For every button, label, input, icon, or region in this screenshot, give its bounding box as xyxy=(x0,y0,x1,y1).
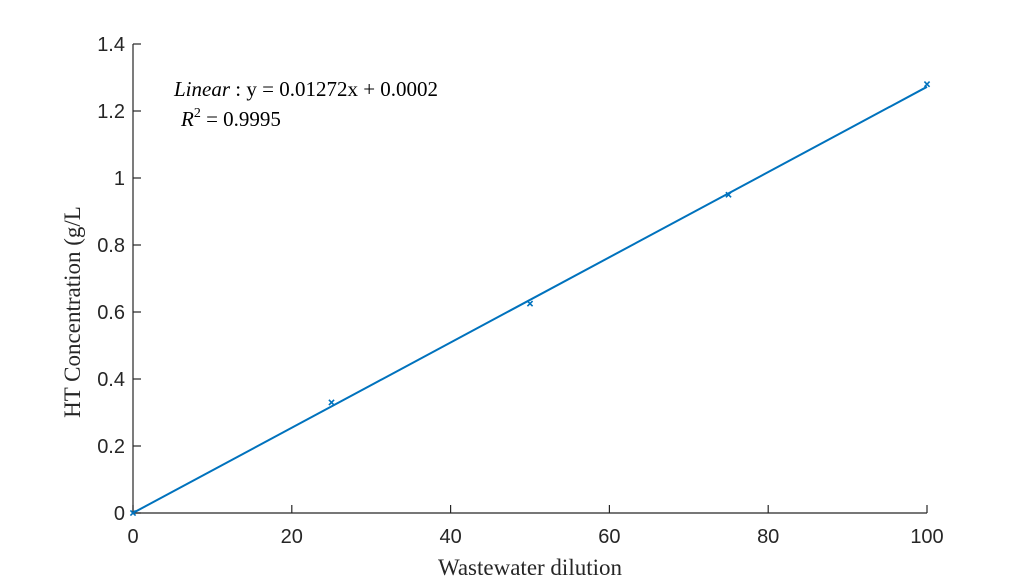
x-tick-label-2: 40 xyxy=(439,526,461,548)
plot-area xyxy=(129,81,931,517)
r-squared: R2 = 0.9995 xyxy=(180,106,281,131)
r-squared-value: = 0.9995 xyxy=(201,107,281,131)
y-tick-label-1: 0.2 xyxy=(97,436,125,458)
axes xyxy=(132,44,927,514)
y-tick-label-3: 0.6 xyxy=(97,302,125,324)
x-tick-label-1: 20 xyxy=(281,526,303,548)
data-point-3 xyxy=(725,191,732,198)
y-tick-label-5: 1 xyxy=(114,168,125,190)
data-point-stroke-b xyxy=(328,399,335,406)
y-tick-label-4: 0.8 xyxy=(97,235,125,257)
data-point-4 xyxy=(923,81,931,88)
ticks xyxy=(132,43,928,514)
x-axis-label: Wastewater dilution xyxy=(438,555,623,580)
data-point-stroke-b xyxy=(923,81,931,88)
tick-labels: 0 20 40 60 80 100 0 0.2 0.4 0.6 0.8 1 1.2 1.4 xyxy=(97,34,944,548)
y-tick-label-6: 1.2 xyxy=(97,101,125,123)
data-point-2 xyxy=(526,300,534,307)
x-tick-label-5: 100 xyxy=(910,526,943,548)
y-tick-label-2: 0.4 xyxy=(97,369,125,391)
fit-equation: Linear : y = 0.01272x + 0.0002 xyxy=(173,77,438,101)
data-point-stroke-b xyxy=(129,509,137,517)
x-tick-label-4: 80 xyxy=(757,526,779,548)
fit-equation-body: : y = 0.01272x + 0.0002 xyxy=(230,77,438,101)
x-tick-label-3: 60 xyxy=(598,526,620,548)
data-point-0 xyxy=(129,509,137,517)
y-tick-label-0: 0 xyxy=(114,503,125,525)
r-squared-label: R xyxy=(180,107,194,131)
y-axis-label: HT Concentration (g/L xyxy=(60,206,85,418)
data-point-stroke-b xyxy=(725,191,732,198)
y-tick-label-7: 1.4 xyxy=(97,34,125,56)
fit-line xyxy=(132,85,928,514)
fit-equation-prefix: Linear xyxy=(173,77,231,101)
data-point-1 xyxy=(328,399,335,406)
x-tick-label-0: 0 xyxy=(127,526,138,548)
r-squared-exponent: 2 xyxy=(194,106,201,121)
data-point-stroke-b xyxy=(526,300,534,307)
